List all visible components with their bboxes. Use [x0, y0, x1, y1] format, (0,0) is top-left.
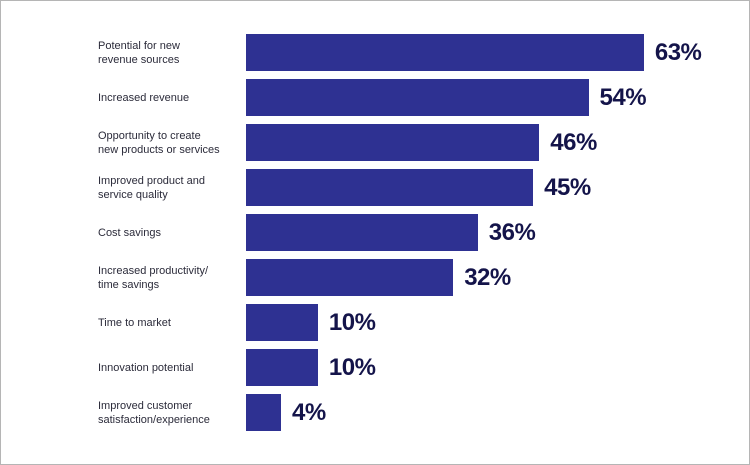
- value-label: 54%: [599, 84, 647, 111]
- category-label: Opportunity to create new products or se…: [98, 129, 220, 156]
- category-label: Cost savings: [98, 226, 161, 239]
- value-label: 46%: [550, 129, 597, 156]
- value-label: 36%: [488, 219, 536, 246]
- category-label: Increased revenue: [98, 91, 190, 104]
- value-label: 32%: [464, 264, 511, 291]
- category-label: Improved customer satisfaction/experienc…: [98, 399, 210, 426]
- bar: [246, 349, 318, 386]
- value-label: 45%: [544, 174, 591, 201]
- bar: [246, 79, 589, 116]
- category-label: Increased productivity/ time savings: [98, 264, 209, 291]
- bar: [246, 214, 478, 251]
- category-label: Potential for new revenue sources: [98, 39, 180, 66]
- bar: [246, 169, 534, 206]
- value-label: 10%: [328, 354, 376, 381]
- bar: [246, 259, 454, 296]
- bar: [246, 34, 644, 71]
- bar: [246, 394, 281, 431]
- value-label: 63%: [654, 39, 702, 66]
- category-label: Innovation potential: [98, 361, 194, 374]
- value-label: 10%: [328, 309, 376, 336]
- value-label: 4%: [292, 399, 326, 426]
- category-label: Improved product and service quality: [98, 174, 206, 201]
- bar: [246, 124, 540, 161]
- category-label: Time to market: [98, 316, 171, 329]
- bar: [246, 304, 318, 341]
